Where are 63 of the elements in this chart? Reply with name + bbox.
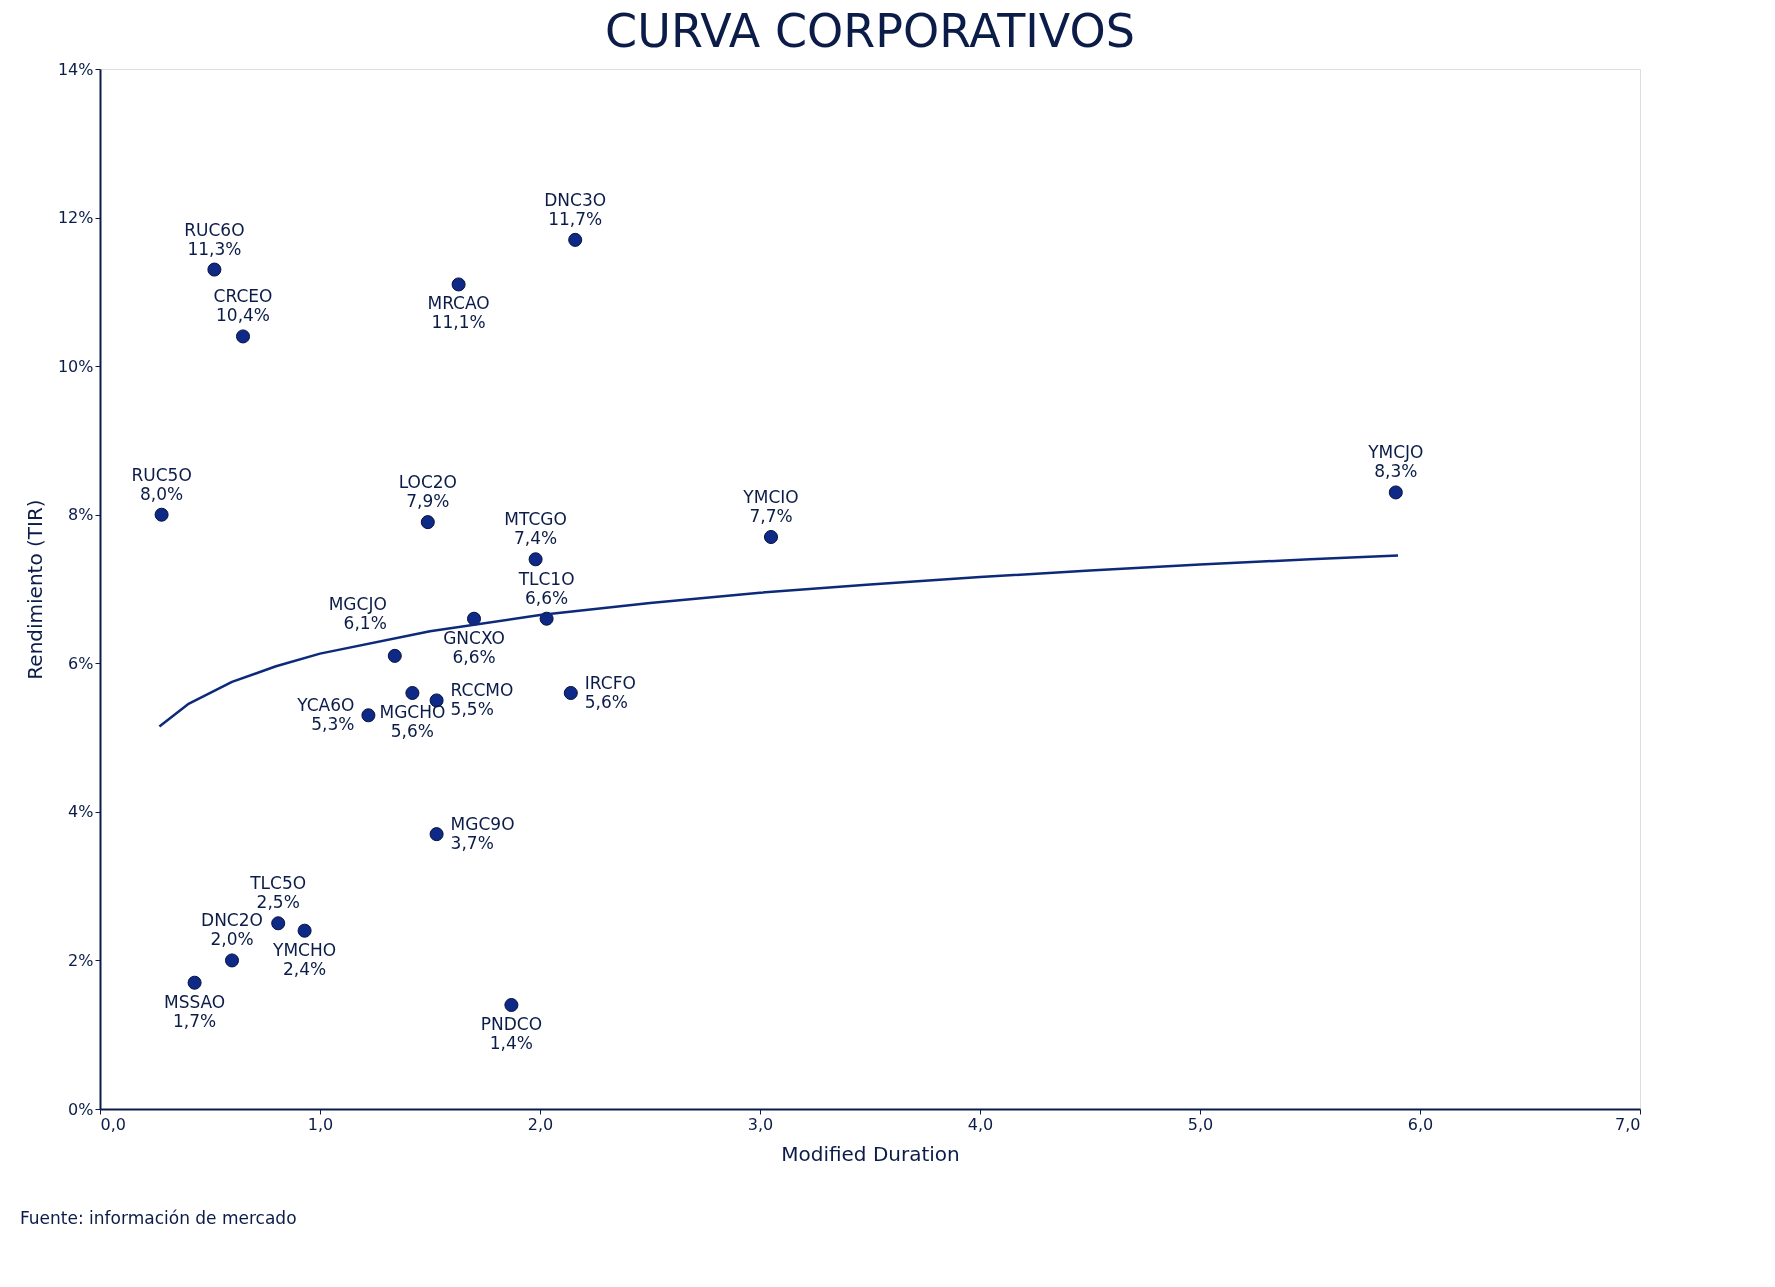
x-tick-label: 3,0	[747, 1114, 774, 1134]
data-label: 7,7%	[749, 506, 793, 526]
data-label: 1,4%	[489, 1033, 533, 1053]
x-tick-label: 1,0	[307, 1114, 334, 1134]
data-label: 7,9%	[406, 491, 450, 512]
data-label: 2,5%	[256, 892, 300, 913]
chart-title: CURVA CORPORATIVOS	[605, 4, 1135, 58]
data-label: 11,7%	[548, 208, 603, 229]
x-tick-label: 4,0	[967, 1114, 994, 1134]
data-label: 5,5%	[450, 699, 494, 720]
data-label: 7,4%	[514, 528, 558, 549]
annotation: IRCFO	[584, 673, 636, 693]
annotation: MGCHO	[379, 702, 446, 722]
x-tick-label: 2,0	[527, 1114, 554, 1134]
data-label: 5,6%	[584, 692, 628, 712]
y-tick-label: 2%	[68, 950, 94, 970]
data-label: 11,1%	[431, 312, 486, 333]
x-tick-label: 0,0	[100, 1114, 126, 1134]
annotation: YMCIO	[742, 487, 799, 507]
data-label: 8,0%	[140, 483, 184, 504]
data-label: 11,3%	[187, 238, 242, 259]
annotation: RUC5O	[131, 464, 192, 485]
annotation: GNCXO	[443, 627, 505, 648]
y-tick-label: 0%	[68, 1099, 94, 1119]
data-label: 10,4%	[215, 305, 271, 326]
y-tick-label: 6%	[68, 653, 94, 673]
annotation: LOC2O	[398, 472, 457, 493]
data-label: 2,0%	[210, 929, 254, 950]
y-axis-title: Rendimiento (TIR)	[22, 499, 47, 680]
annotation: YMCJO	[1367, 442, 1424, 463]
annotation: CRCEO	[213, 286, 273, 307]
annotation: PNDCO	[480, 1014, 543, 1034]
annotation: RUC6O	[184, 219, 245, 240]
annotation: TLC5O	[249, 873, 307, 894]
data-label: 8,3%	[1374, 461, 1418, 482]
data-label: 6,6%	[452, 646, 496, 667]
y-tick-label: 4%	[68, 802, 94, 822]
annotation: DNC3O	[544, 189, 607, 210]
data-label: 6,6%	[525, 587, 569, 608]
x-tick-label: 6,0	[1407, 1114, 1434, 1134]
data-label: 2,4%	[283, 958, 327, 979]
annotation: RCCMO	[450, 680, 514, 701]
annotation: MGCJO	[328, 593, 387, 614]
source-note: Fuente: información de mercado	[20, 1208, 297, 1228]
annotation: TLC1O	[517, 568, 575, 589]
data-label: 3,7%	[450, 833, 494, 854]
annotation: MSSAO	[163, 991, 226, 1012]
data-label: 5,6%	[390, 721, 434, 741]
y-tick-label: 12%	[57, 208, 94, 228]
y-tick-label: 8%	[68, 505, 94, 525]
x-tick-label: 7,0	[1615, 1114, 1641, 1134]
y-tick-label: 10%	[57, 356, 94, 376]
annotation: YCA6O	[296, 695, 355, 716]
annotation: MRCAO	[427, 293, 490, 314]
data-label: 5,3%	[311, 714, 355, 735]
y-tick-label: 14%	[57, 59, 94, 79]
x-axis-title: Modified Duration	[781, 1141, 960, 1166]
annotation: YMCHO	[272, 939, 337, 960]
annotation: DNC2O	[201, 910, 263, 931]
x-tick-label: 5,0	[1187, 1114, 1214, 1134]
annotation: MGC9O	[450, 814, 515, 835]
data-label: 1,7%	[173, 1010, 217, 1031]
annotation: MTCGO	[504, 509, 567, 530]
